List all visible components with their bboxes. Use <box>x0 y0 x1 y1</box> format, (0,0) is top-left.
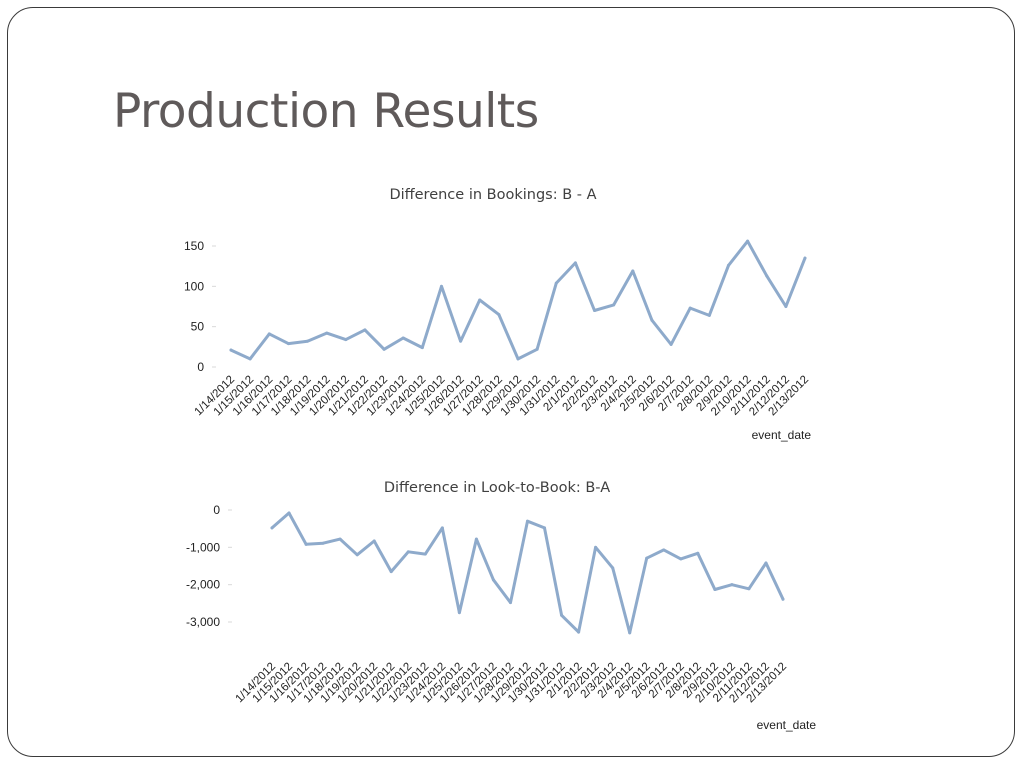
bookings-data-point <box>382 347 386 351</box>
bookings-ytick-label: 50 <box>191 320 205 334</box>
look-to-book-data-point <box>645 556 649 560</box>
bookings-data-point <box>363 328 367 332</box>
look-to-book-data-point <box>491 578 495 582</box>
bookings-data-point <box>478 298 482 302</box>
look-to-book-chart-title: Difference in Look-to-Book: B-A <box>384 480 610 496</box>
look-to-book-data-point <box>679 557 683 561</box>
look-to-book-ytick-label: -2,000 <box>186 578 220 592</box>
look-to-book-data-point <box>662 548 666 552</box>
look-to-book-data-point <box>389 570 393 574</box>
look-to-book-data-point <box>747 587 751 591</box>
bookings-ytick-label: 150 <box>184 239 204 253</box>
look-to-book-data-point <box>577 630 581 634</box>
look-to-book-x-axis-label: event_date <box>757 718 817 732</box>
bookings-data-point <box>535 347 539 351</box>
look-to-book-data-point <box>423 552 427 556</box>
bookings-data-point <box>248 357 252 361</box>
look-to-book-data-point <box>611 566 615 570</box>
look-to-book-ytick-label: -3,000 <box>186 615 220 629</box>
look-to-book-data-point <box>560 613 564 617</box>
bookings-ytick-label: 100 <box>184 279 204 293</box>
look-to-book-data-point <box>628 631 632 635</box>
bookings-data-point <box>669 342 673 346</box>
look-to-book-data-point <box>321 541 325 545</box>
bookings-data-point <box>420 346 424 350</box>
bookings-x-axis-label: event_date <box>752 428 812 442</box>
look-to-book-data-point <box>355 553 359 557</box>
look-to-book-ytick-label: -1,000 <box>186 540 220 554</box>
look-to-book-data-point <box>304 542 308 546</box>
bookings-data-point <box>267 332 271 336</box>
bookings-data-point <box>746 239 750 243</box>
bookings-data-point <box>765 274 769 278</box>
bookings-data-point <box>573 261 577 265</box>
bookings-data-point <box>306 339 310 343</box>
bookings-data-point <box>688 306 692 310</box>
look-to-book-data-point <box>440 526 444 530</box>
look-to-book-series-line <box>270 511 785 635</box>
bookings-data-point <box>325 331 329 335</box>
look-to-book-data-point <box>372 539 376 543</box>
look-to-book-data-point <box>543 526 547 530</box>
bookings-data-point <box>229 348 233 352</box>
bookings-data-point <box>554 281 558 285</box>
slide-frame <box>7 7 1015 757</box>
bookings-data-point <box>401 336 405 340</box>
look-to-book-data-point <box>457 611 461 615</box>
bookings-data-point <box>516 357 520 361</box>
bookings-data-point <box>612 303 616 307</box>
bookings-data-point <box>803 256 807 260</box>
look-to-book-data-point <box>526 519 529 523</box>
bookings-data-point <box>459 339 463 343</box>
look-to-book-data-point <box>713 588 717 592</box>
look-to-book-data-point <box>730 583 734 587</box>
bookings-ytick-label: 0 <box>197 360 204 374</box>
look-to-book-data-point <box>508 601 512 605</box>
bookings-data-point <box>286 342 290 346</box>
bookings-data-point <box>784 305 788 308</box>
bookings-data-point <box>593 309 597 313</box>
bookings-data-point <box>439 284 443 288</box>
look-to-book-ytick-label: 0 <box>213 503 220 517</box>
bookings-data-point <box>650 318 654 322</box>
bookings-data-point <box>707 313 711 317</box>
look-to-book-data-point <box>764 561 768 565</box>
bookings-data-point <box>631 269 635 273</box>
slide-title: Production Results <box>113 84 539 139</box>
bookings-data-point <box>344 338 348 342</box>
look-to-book-data-point <box>406 550 410 554</box>
bookings-chart-title: Difference in Bookings: B - A <box>389 187 596 203</box>
bookings-data-point <box>726 263 730 267</box>
look-to-book-data-point <box>781 597 785 601</box>
look-to-book-data-point <box>287 511 291 515</box>
bookings-data-point <box>497 313 501 317</box>
look-to-book-data-point <box>594 545 598 549</box>
look-to-book-data-point <box>338 537 342 541</box>
look-to-book-data-point <box>696 551 700 555</box>
look-to-book-data-point <box>474 537 478 541</box>
look-to-book-data-point <box>270 526 274 530</box>
